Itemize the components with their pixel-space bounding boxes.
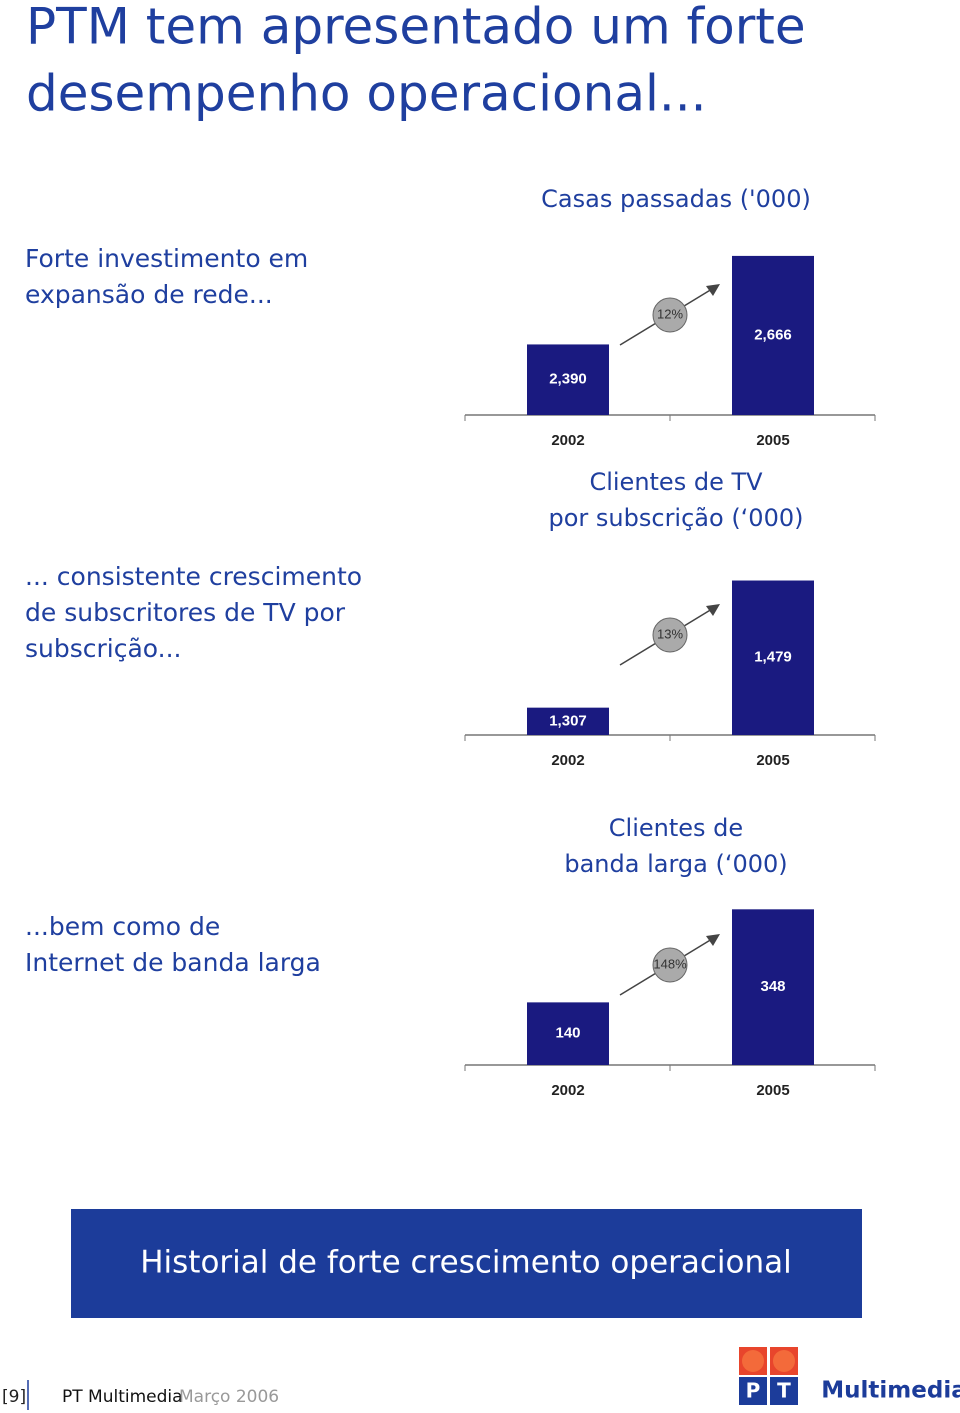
value-label: 1,479 xyxy=(754,649,792,666)
slide-title: PTM tem apresentado um forte xyxy=(26,0,806,56)
bar xyxy=(527,707,609,735)
logo-square xyxy=(739,1377,767,1405)
note-text: Forte investimento em xyxy=(25,244,308,273)
growth-label: 148% xyxy=(653,956,687,971)
chart-title: por subscrição (‘000) xyxy=(549,504,804,532)
value-label: 348 xyxy=(760,978,785,995)
logo-square xyxy=(770,1377,798,1405)
note-text: expansão de rede... xyxy=(25,280,273,309)
note-text: Internet de banda larga xyxy=(25,948,321,977)
growth-label: 13% xyxy=(657,626,683,641)
page-number: [9] xyxy=(2,1387,26,1407)
chart-title: Clientes de xyxy=(609,814,743,842)
x-tick-label: 2002 xyxy=(551,1082,584,1099)
x-tick-label: 2002 xyxy=(551,752,584,769)
x-tick-label: 2005 xyxy=(756,752,789,769)
x-tick-label: 2005 xyxy=(756,1082,789,1099)
slide-title: desempenho operacional... xyxy=(26,65,707,123)
logo-name: Multimedia xyxy=(821,1378,960,1404)
chart-title: banda larga (‘000) xyxy=(564,850,787,878)
growth-label: 12% xyxy=(657,306,683,321)
bar xyxy=(527,344,609,415)
bar xyxy=(732,255,814,415)
note-text: subscrição... xyxy=(25,634,182,663)
growth-badge xyxy=(652,947,688,983)
logo: P T Multimedia xyxy=(739,1347,960,1405)
logo-dot xyxy=(742,1350,764,1372)
logo-dot xyxy=(773,1350,795,1372)
note-text: de subscritores de TV por xyxy=(25,598,346,627)
banner-box xyxy=(71,1209,862,1318)
footer-company: PT Multimedia xyxy=(62,1387,183,1407)
logo-t: T xyxy=(777,1379,791,1403)
value-label: 2,666 xyxy=(754,326,792,343)
arrow-head xyxy=(706,284,720,296)
chart-title: Clientes de TV xyxy=(589,468,763,496)
growth-badge xyxy=(652,617,688,653)
x-tick-label: 2005 xyxy=(756,432,789,449)
bar xyxy=(527,1002,609,1065)
logo-p: P xyxy=(746,1379,761,1403)
banner-text: Historial de forte crescimento operacion… xyxy=(140,1245,792,1281)
bar xyxy=(732,909,814,1065)
arrow-head xyxy=(706,604,720,616)
growth-badge xyxy=(652,297,688,333)
arrow-head xyxy=(706,934,720,946)
value-label: 140 xyxy=(555,1025,580,1042)
note-text: ... consistente crescimento xyxy=(25,562,362,591)
bar xyxy=(732,580,814,735)
x-tick-label: 2002 xyxy=(551,432,584,449)
value-label: 1,307 xyxy=(549,712,587,729)
footer-date: Março 2006 xyxy=(179,1387,279,1407)
note-text: ...bem como de xyxy=(25,912,220,941)
chart-title: Casas passadas ('000) xyxy=(541,185,811,213)
value-label: 2,390 xyxy=(549,371,587,388)
